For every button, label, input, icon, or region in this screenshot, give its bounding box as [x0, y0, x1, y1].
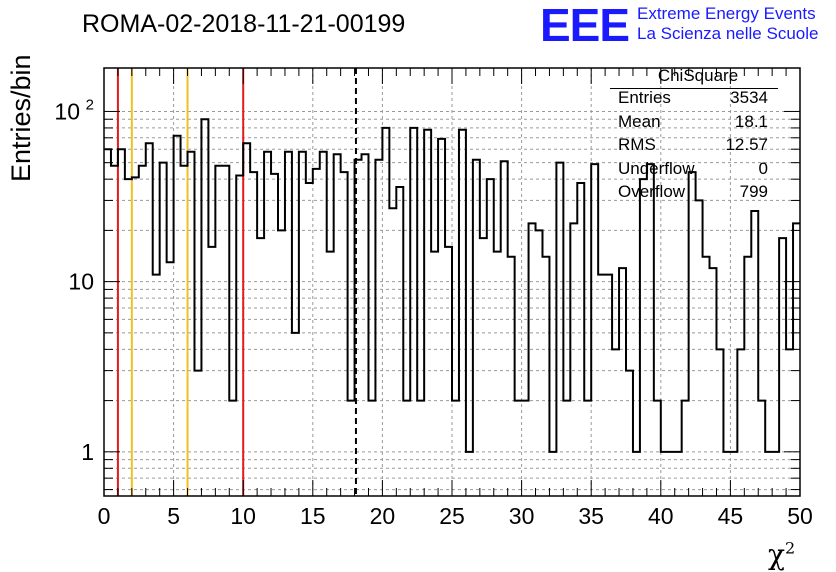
y-axis-label: Entries/bin: [6, 54, 36, 182]
stats-label: RMS: [618, 135, 656, 154]
x-tick-label: 50: [787, 503, 813, 529]
eee-logo: EEE: [540, 0, 630, 51]
stats-row-entries: Entries 3534: [610, 88, 786, 112]
x-tick-label: 40: [648, 503, 674, 529]
tick-labels: 0 5 10 15 20 25 30 35 40 45 50 1 10 10 2: [54, 96, 812, 529]
stats-title: ChiSquare: [657, 66, 739, 85]
logo-tagline-1: Extreme Energy Events: [637, 4, 816, 23]
stats-value: 18.1: [734, 111, 768, 131]
histogram-outline: [104, 118, 800, 453]
stats-value: 0: [758, 158, 768, 178]
logo-tagline-2: La Scienza nelle Scuole: [637, 24, 819, 43]
x-axis-label-base: χ: [768, 538, 785, 571]
x-axis-label-exponent: 2: [784, 538, 796, 558]
stats-label: Entries: [618, 88, 671, 107]
stats-divider: [610, 88, 778, 89]
y-tick-label: 10: [68, 269, 94, 295]
y-tick-label: 1: [81, 439, 94, 465]
stats-row-underflow: Underflow 0: [610, 159, 786, 183]
x-tick-label: 5: [167, 503, 180, 529]
x-tick-label: 35: [578, 503, 604, 529]
y-tick-label: 10: [54, 98, 80, 124]
stats-value: 12.57: [725, 135, 768, 154]
y-tick-exponent: 2: [86, 96, 94, 113]
stats-label: Overflow: [618, 182, 686, 201]
x-tick-label: 45: [718, 503, 744, 529]
x-tick-label: 25: [439, 503, 465, 529]
stats-value: 3534: [730, 88, 768, 107]
chart-title: ROMA-02-2018-11-21-00199: [82, 10, 406, 38]
stats-row-mean: Mean 18.1: [610, 112, 786, 136]
axis-ticks: [103, 68, 801, 496]
x-tick-label: 10: [230, 503, 256, 529]
stats-label: Mean: [618, 111, 661, 131]
stats-row-overflow: Overflow 799: [610, 182, 786, 206]
stats-label: Underflow: [618, 158, 695, 178]
stats-row-rms: RMS 12.57: [610, 135, 786, 159]
stats-value: 799: [739, 182, 768, 201]
x-tick-label: 20: [370, 503, 396, 529]
x-axis-label: χ2: [768, 538, 795, 571]
x-tick-label: 0: [98, 503, 111, 529]
stats-box: ChiSquare Entries 3534 Mean 18.1 RMS 12.…: [610, 66, 786, 206]
x-tick-label: 15: [300, 503, 326, 529]
x-tick-label: 30: [509, 503, 535, 529]
